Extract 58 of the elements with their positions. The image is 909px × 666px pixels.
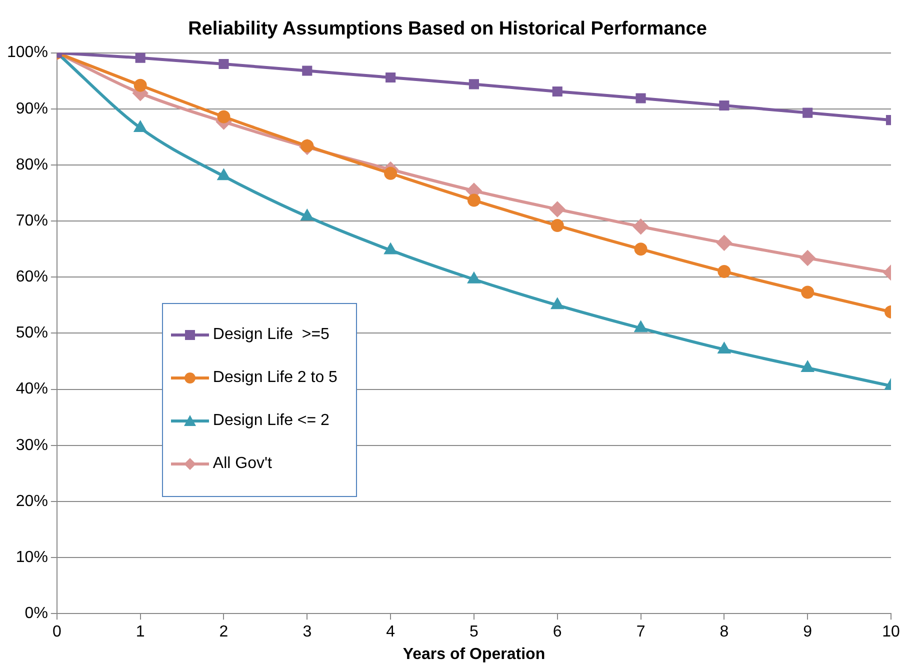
- point: [718, 342, 730, 354]
- point: [550, 219, 564, 232]
- point: [384, 166, 398, 180]
- legend-label: Design Life >=5: [212, 326, 330, 344]
- point: [468, 79, 479, 90]
- point: [633, 219, 648, 234]
- point: [634, 322, 647, 332]
- x-tick-label: 5: [470, 624, 479, 641]
- x-tick-label: 8: [720, 624, 729, 641]
- point: [550, 202, 565, 217]
- x-tick-label: 0: [52, 624, 62, 641]
- point: [134, 121, 146, 132]
- legend-label: Design Life 2 to 5: [212, 369, 338, 388]
- y-tick-label: 40%: [16, 380, 48, 398]
- point: [134, 78, 147, 92]
- point: [217, 110, 230, 124]
- point: [718, 265, 731, 278]
- y-tick-label: 30%: [16, 436, 48, 454]
- point: [716, 235, 732, 250]
- point: [800, 250, 816, 266]
- point: [135, 52, 146, 63]
- y-tick-label: 70%: [16, 212, 48, 230]
- x-tick-label: 10: [882, 624, 900, 641]
- point: [386, 72, 396, 83]
- point: [218, 58, 229, 70]
- x-tick-label: 6: [552, 624, 562, 641]
- x-tick-label: 3: [302, 624, 312, 641]
- x-tick-label: 1: [136, 624, 145, 641]
- point: [218, 170, 230, 180]
- point: [384, 244, 396, 254]
- chart-title: Reliability Assumptions Based on Historical Performance: [188, 18, 707, 40]
- y-tick-label: 10%: [16, 548, 48, 566]
- point: [802, 108, 813, 118]
- y-tick-label: 90%: [16, 100, 48, 118]
- point: [719, 100, 730, 111]
- point: [636, 93, 646, 104]
- y-tick-label: 0%: [24, 605, 48, 622]
- point: [468, 272, 480, 284]
- y-tick-label: 20%: [16, 492, 48, 510]
- x-tick-label: 2: [219, 624, 228, 641]
- y-tick-label: 50%: [16, 324, 48, 342]
- point: [801, 286, 814, 299]
- legend-label: All Gov't: [212, 455, 272, 474]
- y-tick-label: 80%: [16, 156, 48, 174]
- point: [552, 298, 564, 310]
- y-tick-label: 100%: [7, 44, 48, 62]
- point: [302, 66, 312, 76]
- x-axis-title: Years of Operation: [402, 646, 546, 663]
- point: [467, 194, 480, 207]
- point: [552, 86, 562, 97]
- point: [301, 210, 313, 221]
- legend-label: Design Life <= 2: [212, 412, 330, 430]
- point: [634, 242, 648, 256]
- point: [802, 361, 814, 372]
- x-tick-label: 4: [386, 624, 396, 641]
- x-tick-label: 9: [803, 624, 812, 641]
- x-tick-label: 7: [636, 624, 646, 641]
- y-tick-label: 60%: [16, 268, 48, 286]
